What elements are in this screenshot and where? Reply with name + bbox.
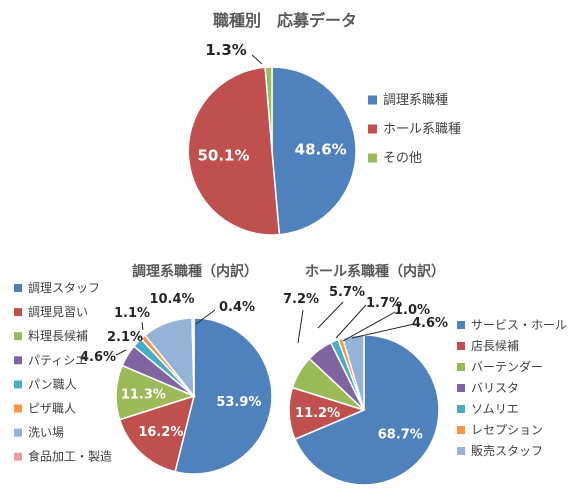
legend-swatch [14, 332, 22, 341]
pie-slice [191, 317, 195, 397]
leader-line [317, 301, 344, 329]
legend-label: パティシエ [28, 353, 87, 367]
chart-title: 職種別 応募データ [213, 11, 357, 30]
data-label: 50.1% [197, 147, 249, 165]
legend-swatch [457, 321, 465, 329]
pie-slice [293, 334, 440, 486]
legend-label: ピザ職人 [28, 402, 76, 416]
data-label: 1.3% [205, 41, 247, 59]
legend-swatch [368, 124, 377, 134]
legend-swatch [368, 95, 377, 105]
pie-slice [187, 66, 281, 236]
legend-label: 調理見習い [28, 305, 88, 319]
data-label: 48.6% [295, 140, 347, 158]
leader-line [138, 335, 141, 339]
legend-label: 調理系職種 [383, 92, 448, 108]
data-label: 10.4% [149, 292, 194, 307]
leader-line [195, 309, 216, 325]
leader-line [342, 311, 396, 342]
data-label: 4.6% [412, 316, 448, 331]
legend-label: バーテンダー [471, 359, 543, 374]
legend-swatch [368, 153, 377, 163]
legend-label: レセプション [471, 423, 543, 437]
leader-line [351, 323, 415, 339]
legend-swatch [14, 380, 22, 389]
leader-line [251, 54, 263, 65]
legend-swatch [14, 356, 22, 365]
data-label: 4.6% [80, 350, 116, 365]
legend-label: 食品加工・製造 [28, 449, 112, 464]
pie-chart-2: 調理系職種（内訳） 53.9% 16.2% 11.3% 4.6% 2.1% 1.1%10.4… [14, 263, 273, 475]
data-label: 53.9% [216, 395, 261, 410]
pie-slice [264, 66, 273, 152]
data-label: 2.1% [107, 330, 143, 345]
legend-label: パン職人 [28, 377, 77, 391]
pie-slice [118, 394, 196, 473]
data-label: 7.2% [283, 292, 319, 307]
legend-label: 販売スタッフ [471, 443, 543, 458]
data-label: 5.7% [329, 285, 365, 300]
legend-swatch [14, 428, 22, 437]
data-label: 11.3% [121, 387, 166, 402]
data-label: 1.1% [114, 306, 150, 321]
legend-label: 料理長候補 [28, 329, 88, 343]
data-label: 1.7% [366, 296, 402, 311]
data-label: 16.2% [138, 425, 183, 440]
legend-label: ソムリエ [471, 402, 519, 416]
legend-label: ホール系職種 [383, 121, 461, 137]
pie-slice [174, 317, 273, 475]
legend-label: 洗い場 [28, 426, 64, 440]
legend-label: 店長候補 [471, 339, 519, 353]
legend-label: バリスタ [471, 381, 519, 395]
leader-line [115, 349, 127, 356]
leader-line [335, 304, 367, 339]
legend-label: サービス・ホール [471, 318, 567, 332]
legend-swatch [14, 308, 22, 317]
chart-title: ホール系職種（内訳） [305, 263, 445, 280]
legend-swatch [457, 405, 465, 413]
legend-swatch [457, 426, 465, 434]
legend-swatch [457, 447, 465, 455]
legend-swatch [14, 452, 22, 461]
pie-chart-3: ホール系職種（内訳） 68.7% 11.2% 7.2% 5.7%1.7%1.0%4.6%… [283, 263, 567, 486]
legend-swatch [457, 384, 465, 392]
legend-swatch [457, 363, 465, 371]
pie-slice [271, 66, 357, 236]
data-label: 1.0% [394, 303, 430, 318]
legend-label: その他 [383, 151, 422, 166]
chart-title: 調理系職種（内訳） [132, 263, 258, 280]
legend-swatch [14, 404, 22, 413]
legend-swatch [457, 342, 465, 350]
legend-label: 調理スタッフ [28, 281, 100, 295]
data-label: 11.2% [295, 406, 340, 421]
data-label: 0.4% [219, 300, 255, 315]
leader-line [141, 321, 144, 331]
leader-line [297, 309, 304, 344]
data-label: 68.7% [378, 428, 423, 443]
legend-swatch [14, 284, 22, 292]
